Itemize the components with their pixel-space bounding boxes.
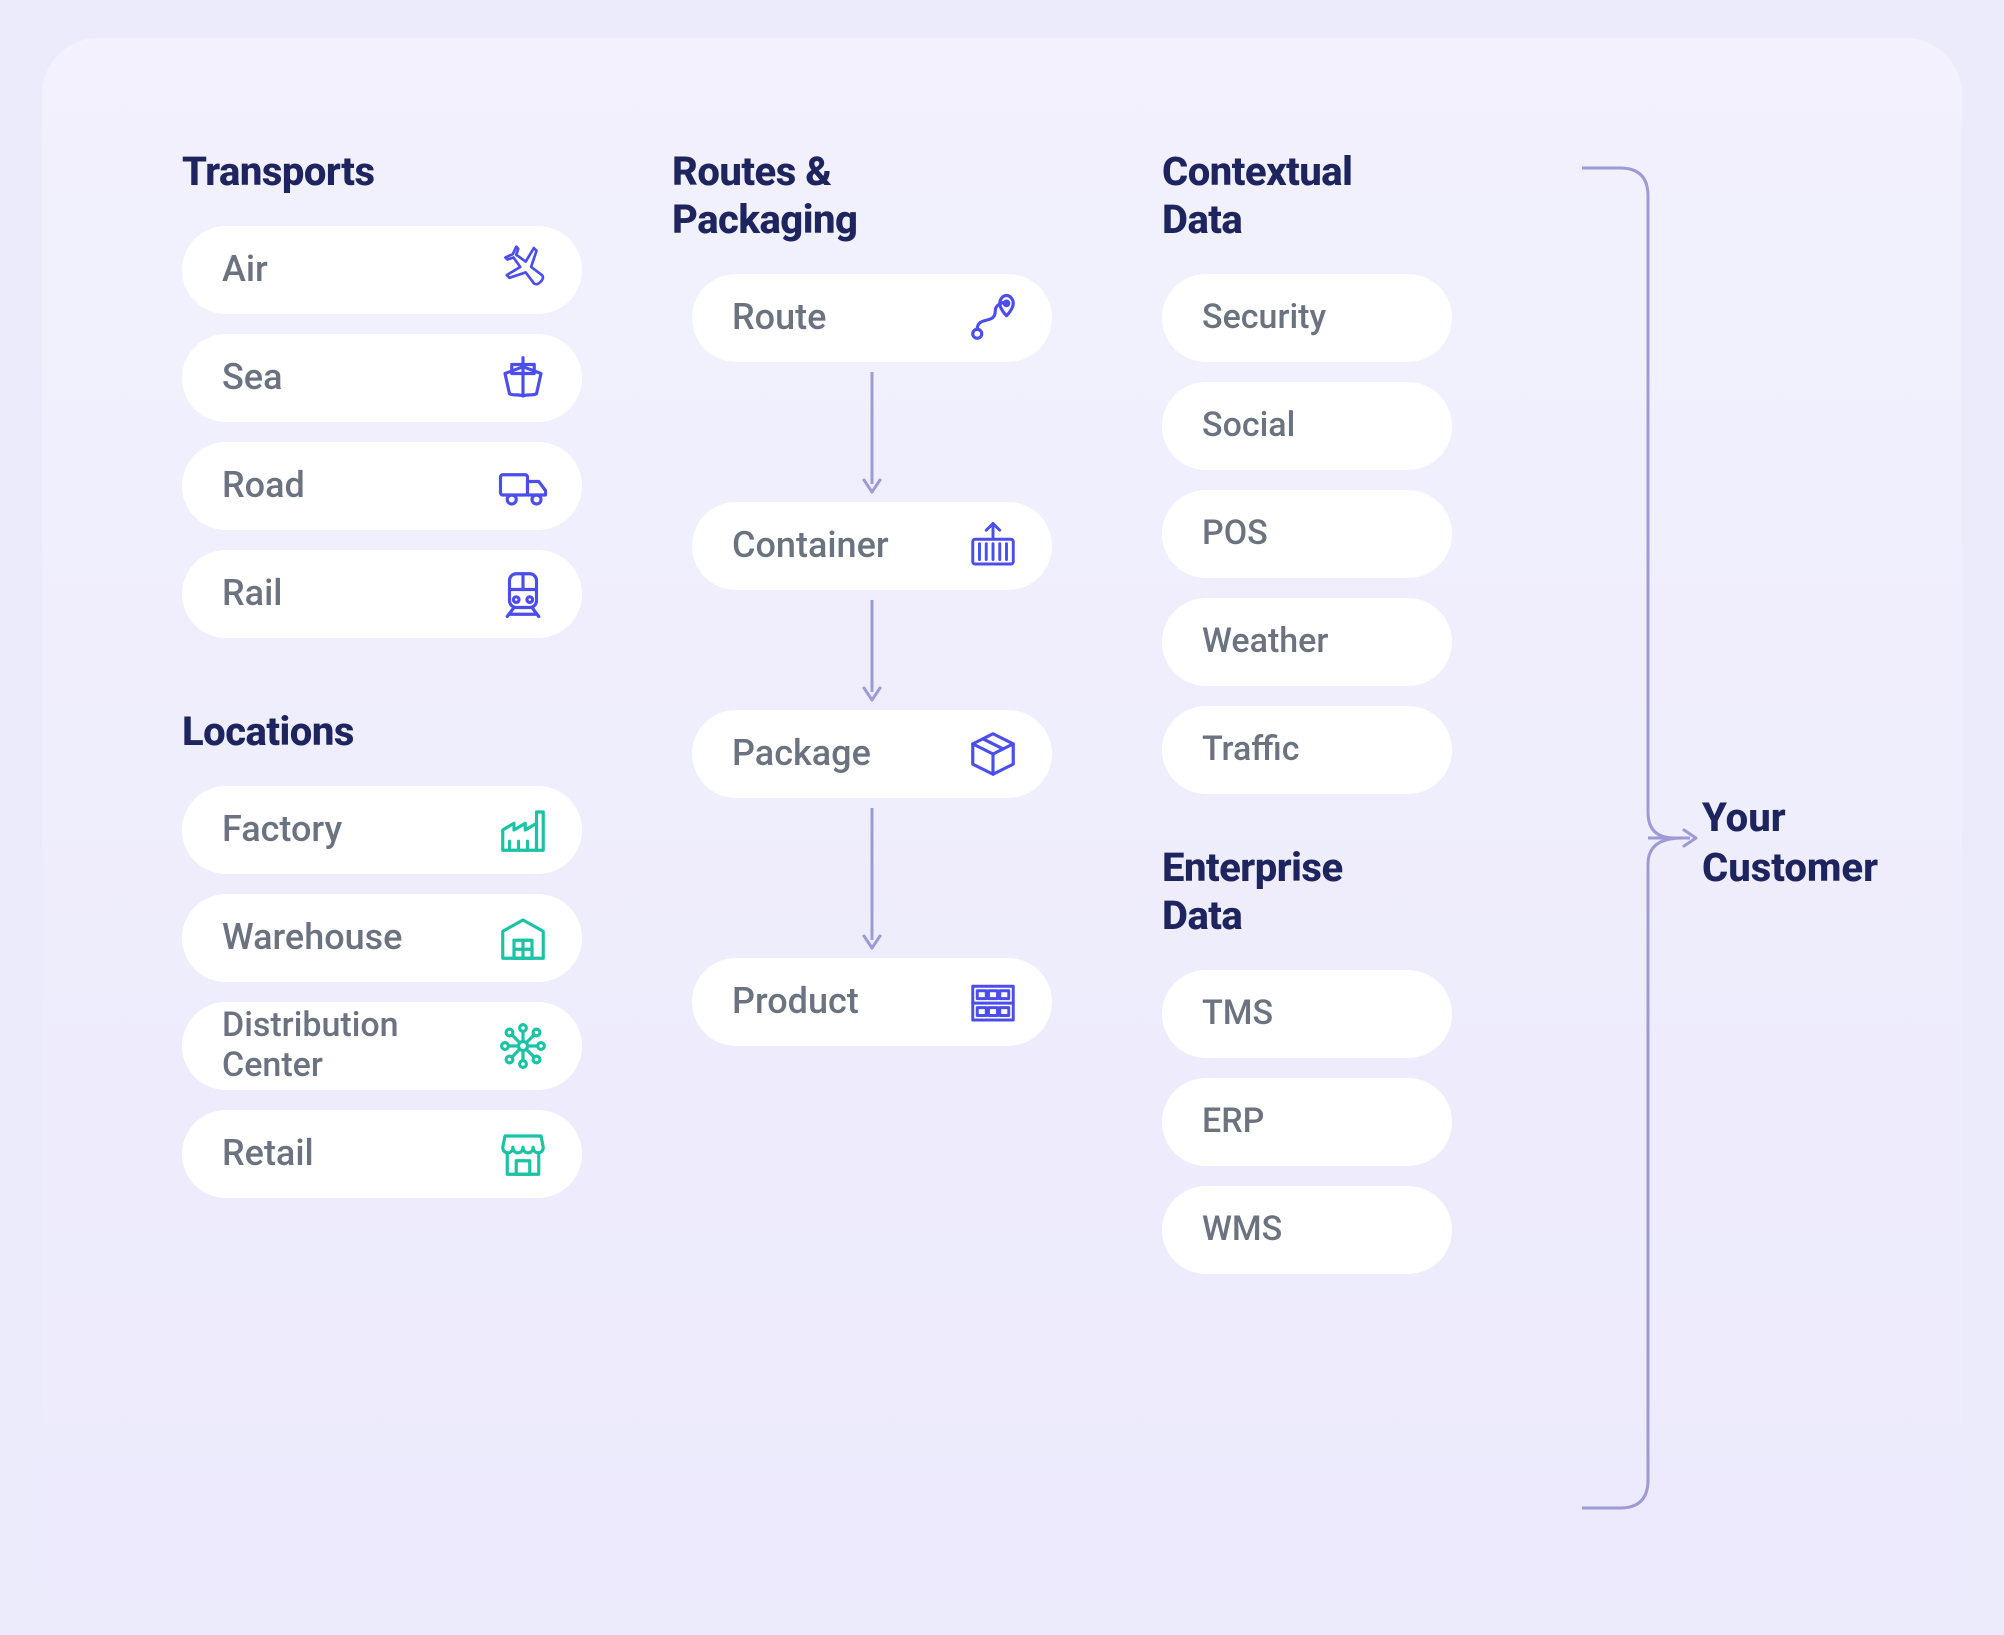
container-icon (966, 519, 1020, 573)
warehouse-icon (496, 911, 550, 965)
pill-product: Product (692, 958, 1052, 1046)
routes-stack: Route (692, 274, 1052, 1046)
bracket-connector (1582, 148, 1712, 1538)
distribution-icon (496, 1019, 550, 1073)
pill-label: WMS (1202, 1209, 1282, 1250)
transports-list: Air Sea (182, 226, 582, 638)
locations-list: Factory Warehouse (182, 786, 582, 1198)
contextual-list: Security Social POS Weather Traffic (1162, 274, 1492, 794)
pill-label: Traffic (1202, 729, 1299, 770)
pill-label: TMS (1202, 993, 1273, 1034)
factory-icon (496, 803, 550, 857)
pill-container: Container (692, 502, 1052, 590)
pill-wms: WMS (1162, 1186, 1452, 1274)
column-data: Contextual Data Security Social POS Weat… (1162, 148, 1492, 1274)
enterprise-list: TMS ERP WMS (1162, 970, 1492, 1274)
ship-icon (496, 351, 550, 405)
pill-label: Factory (222, 808, 342, 851)
pill-label: Sea (222, 356, 283, 399)
pill-label: Weather (1202, 621, 1328, 662)
pill-route: Route (692, 274, 1052, 362)
pill-tms: TMS (1162, 970, 1452, 1058)
customer-label: Your Customer (1702, 793, 1878, 893)
truck-icon (496, 459, 550, 513)
enterprise-section: Enterprise Data TMS ERP WMS (1162, 844, 1492, 1274)
locations-title: Locations (182, 708, 582, 756)
pill-label: DistributionCenter (222, 1006, 399, 1084)
pill-label: Retail (222, 1132, 314, 1175)
pill-road: Road (182, 442, 582, 530)
route-icon (966, 291, 1020, 345)
arrow-down-icon (860, 798, 884, 958)
pill-retail: Retail (182, 1110, 582, 1198)
contextual-title: Contextual Data (1162, 148, 1492, 244)
arrow-down-icon (860, 362, 884, 502)
locations-section: Locations Factory (182, 708, 582, 1198)
diagram-card: Transports Air Sea (42, 38, 1962, 1598)
column-customer: Your Customer (1582, 148, 1902, 1538)
column-routes: Routes & Packaging Route (672, 148, 1072, 1046)
pill-label: Package (732, 732, 871, 775)
arrow-down-icon (860, 590, 884, 710)
pill-distribution-center: DistributionCenter (182, 1002, 582, 1090)
pill-weather: Weather (1162, 598, 1452, 686)
pill-sea: Sea (182, 334, 582, 422)
pill-label: Route (732, 296, 826, 339)
pill-label: POS (1202, 513, 1268, 554)
pill-factory: Factory (182, 786, 582, 874)
pill-package: Package (692, 710, 1052, 798)
pill-pos: POS (1162, 490, 1452, 578)
pill-label: Air (222, 248, 268, 291)
pill-rail: Rail (182, 550, 582, 638)
columns-container: Transports Air Sea (182, 148, 1902, 1538)
transports-section: Transports Air Sea (182, 148, 582, 638)
routes-title: Routes & Packaging (672, 148, 857, 244)
pill-traffic: Traffic (1162, 706, 1452, 794)
enterprise-title: Enterprise Data (1162, 844, 1492, 940)
pill-security: Security (1162, 274, 1452, 362)
pill-label: Social (1202, 405, 1295, 446)
pill-warehouse: Warehouse (182, 894, 582, 982)
airplane-icon (496, 243, 550, 297)
column-left: Transports Air Sea (182, 148, 582, 1198)
pill-label: Product (732, 980, 859, 1023)
train-icon (496, 567, 550, 621)
pill-social: Social (1162, 382, 1452, 470)
retail-icon (496, 1127, 550, 1181)
pill-label: Security (1202, 297, 1326, 338)
product-icon (966, 975, 1020, 1029)
pill-label: Rail (222, 572, 282, 615)
pill-label: Road (222, 464, 305, 507)
pill-label: Warehouse (222, 916, 402, 959)
pill-air: Air (182, 226, 582, 314)
transports-title: Transports (182, 148, 582, 196)
contextual-section: Contextual Data Security Social POS Weat… (1162, 148, 1492, 794)
pill-erp: ERP (1162, 1078, 1452, 1166)
pill-label: Container (732, 524, 889, 567)
pill-label: ERP (1202, 1101, 1264, 1142)
package-icon (966, 727, 1020, 781)
